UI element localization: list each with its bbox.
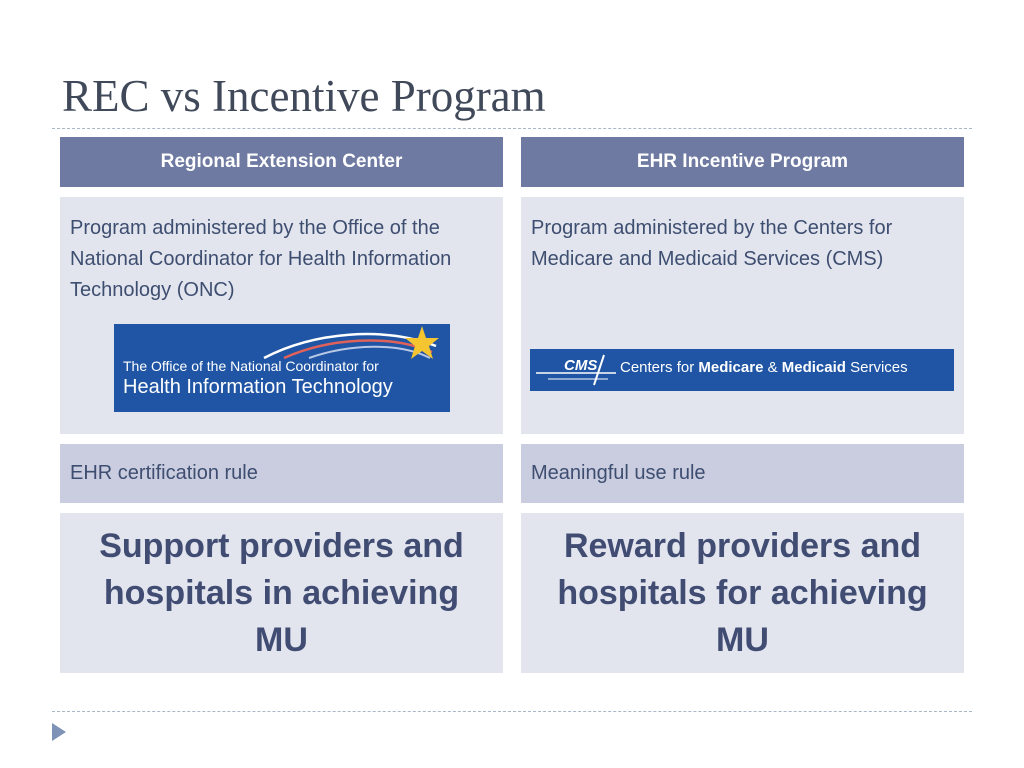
slide-title: REC vs Incentive Program — [62, 71, 546, 121]
cms-mark-icon: CMS — [536, 354, 616, 386]
goal-text: Reward providers and hospitals for achie… — [557, 526, 928, 659]
cms-mark-text: CMS — [564, 357, 597, 374]
header-ehr-incentive-program: EHR Incentive Program — [521, 137, 964, 187]
cms-medicaid: Medicaid — [781, 359, 846, 376]
onc-logo-arcs — [263, 326, 439, 360]
goal-cell-incentive: Reward providers and hospitals for achie… — [521, 513, 964, 673]
header-regional-extension-center: Regional Extension Center — [60, 137, 503, 187]
cms-amp: & — [763, 359, 782, 376]
cms-logo-name: Centers for Medicare & Medicaid Services — [620, 359, 908, 376]
onc-logo: The Office of the National Coordinator f… — [114, 324, 450, 412]
cms-suffix: Services — [845, 359, 908, 376]
header-label: Regional Extension Center — [160, 151, 403, 172]
description-text: Program administered by the Office of th… — [70, 217, 452, 301]
description-cell-rec: Program administered by the Office of th… — [60, 197, 503, 434]
rule-text: Meaningful use rule — [531, 462, 706, 484]
cms-prefix: Centers for — [620, 359, 699, 376]
onc-logo-line2: Health Information Technology — [123, 376, 393, 398]
rule-cell-rec: EHR certification rule — [60, 444, 503, 503]
onc-logo-line1: The Office of the National Coordinator f… — [123, 358, 379, 374]
description-cell-incentive: Program administered by the Centers for … — [521, 197, 964, 434]
rule-cell-incentive: Meaningful use rule — [521, 444, 964, 503]
cms-logo: CMS Centers for Medicare & Medicaid Serv… — [530, 349, 954, 391]
goal-cell-rec: Support providers and hospitals in achie… — [60, 513, 503, 673]
rule-text: EHR certification rule — [70, 462, 258, 484]
triangle-bullet-icon — [52, 723, 66, 741]
cms-medicare: Medicare — [698, 359, 764, 376]
goal-text: Support providers and hospitals in achie… — [99, 526, 464, 659]
star-icon — [405, 326, 439, 359]
description-text: Program administered by the Centers for … — [531, 217, 893, 270]
header-label: EHR Incentive Program — [636, 151, 849, 172]
bottom-divider — [52, 711, 972, 712]
top-divider — [52, 128, 972, 129]
